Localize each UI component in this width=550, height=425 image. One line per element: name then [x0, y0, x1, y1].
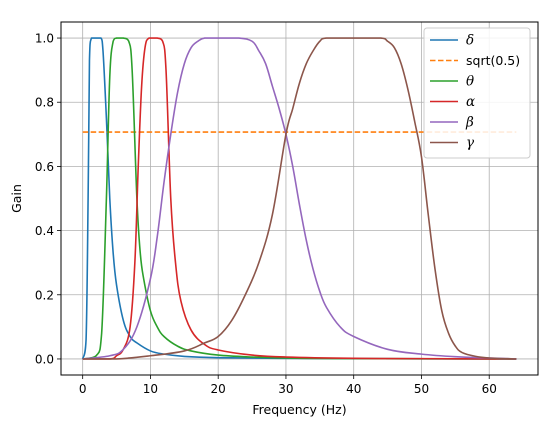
- legend-box: [423, 27, 531, 159]
- x-tick-label: 30: [278, 382, 293, 396]
- y-tick-label: 0.0: [35, 352, 54, 366]
- y-tick-label: 0.6: [35, 160, 54, 174]
- x-tick-label: 20: [211, 382, 226, 396]
- legend-label-alpha: α: [466, 94, 475, 110]
- y-tick-label: 0.8: [35, 96, 54, 110]
- legend-label-theta: θ: [466, 74, 474, 90]
- x-axis-label: Frequency (Hz): [252, 402, 346, 417]
- y-tick-label: 0.4: [35, 224, 54, 238]
- x-tick-label: 10: [143, 382, 158, 396]
- legend-label-delta: δ: [466, 33, 474, 49]
- series-line-beta: [82, 37, 517, 360]
- x-tick-label: 50: [414, 382, 429, 396]
- series-line-alpha: [82, 37, 517, 360]
- x-tick-label: 0: [79, 382, 87, 396]
- y-axis-label: Gain: [9, 184, 24, 213]
- y-tick-label: 0.2: [35, 288, 54, 302]
- x-tick-label: 40: [346, 382, 361, 396]
- x-axis: 0 10 20 30 40 50 60: [79, 375, 497, 396]
- series-line-gamma: [82, 37, 517, 360]
- legend-label-sqrt-half: sqrt(0.5): [466, 53, 520, 68]
- series-line-delta: [81, 37, 517, 360]
- plot-frame: [60, 21, 539, 376]
- y-tick-label: 1.0: [35, 32, 54, 46]
- series-line-theta: [82, 37, 517, 360]
- x-tick-label: 60: [482, 382, 497, 396]
- legend-label-beta: β: [465, 115, 474, 131]
- legend-label-gamma: γ: [466, 135, 475, 151]
- y-axis: 0.0 0.2 0.4 0.6 0.8 1.0: [35, 32, 61, 366]
